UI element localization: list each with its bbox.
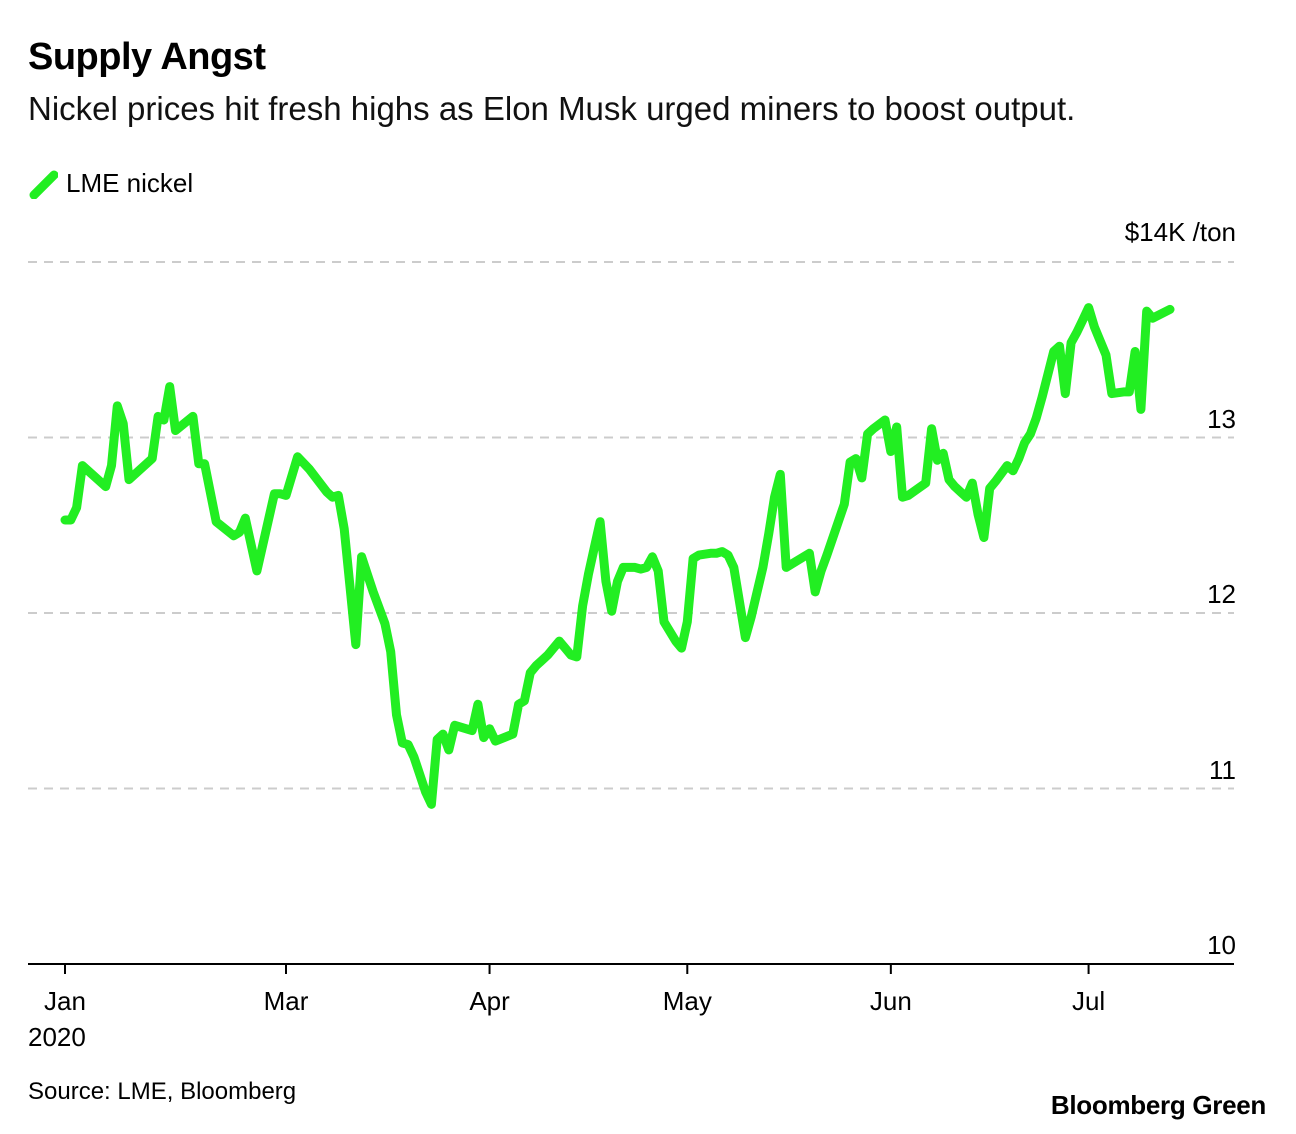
gridlines — [28, 261, 1234, 790]
source-note: Source: LME, Bloomberg — [28, 1078, 297, 1105]
x-tick-label: Jan — [44, 986, 86, 1016]
x-year-label: 2020 — [28, 1022, 86, 1052]
y-tick-label: 11 — [1209, 754, 1236, 785]
series-line-lme-nickel — [60, 303, 1175, 809]
x-tick-label: Jul — [1071, 986, 1106, 1016]
x-tick-label: Mar — [263, 986, 309, 1016]
brand-logo: Bloomberg Green — [1050, 1090, 1266, 1120]
x-tick-label: May — [662, 986, 712, 1016]
y-tick-label: 13 — [1207, 403, 1236, 434]
y-tick-label: 12 — [1207, 579, 1236, 609]
x-tick-label: Apr — [469, 986, 510, 1016]
chart-title: Supply Angst — [28, 36, 266, 78]
legend: LME nickel — [28, 168, 193, 199]
y-tick-label: 10 — [1207, 930, 1236, 960]
legend-label: LME nickel — [66, 168, 194, 198]
x-tick-marks — [64, 964, 1090, 974]
y-unit-label: $14K /ton — [1124, 217, 1236, 247]
x-tick-label: Jun — [869, 986, 912, 1016]
chart-subtitle: Nickel prices hit fresh highs as Elon Mu… — [28, 90, 1076, 127]
legend-swatch-icon — [29, 170, 58, 199]
